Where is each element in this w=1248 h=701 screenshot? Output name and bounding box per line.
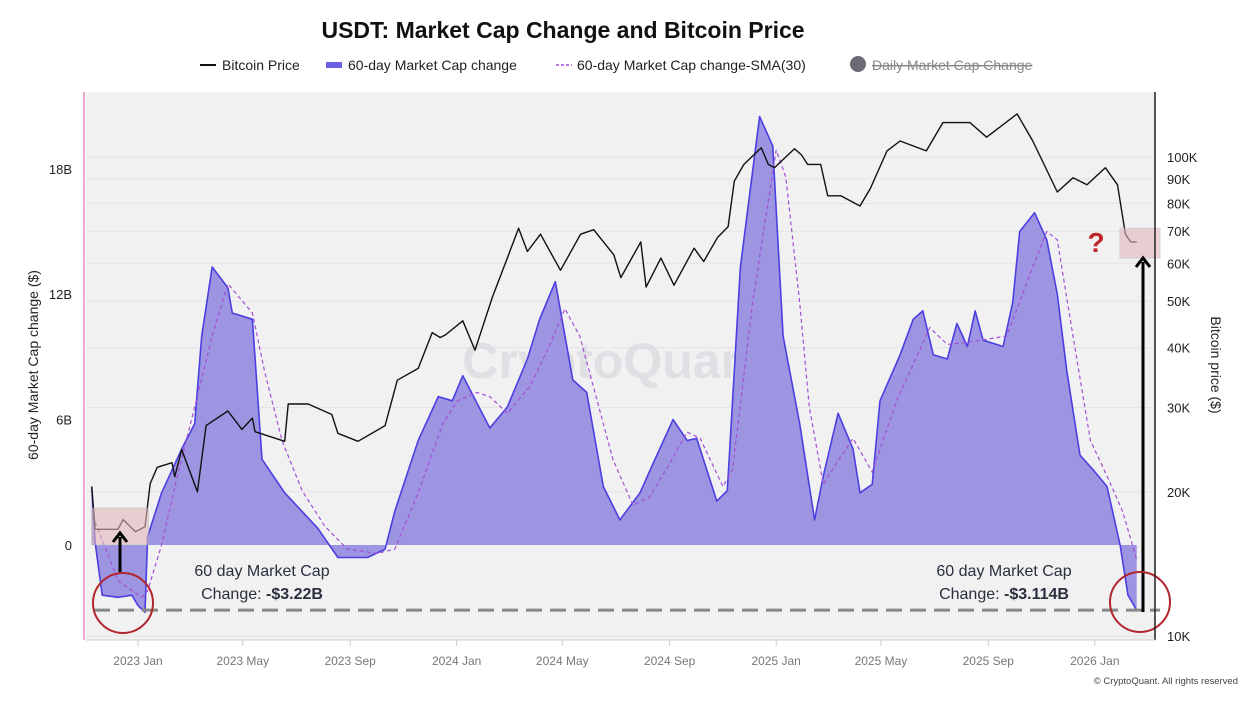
annotation-line2: Change: -$3.22B xyxy=(201,586,323,603)
annotation-prefix: Change: xyxy=(201,586,266,603)
right-tick-label: 100K xyxy=(1167,150,1198,165)
annotation-line1: 60 day Market Cap xyxy=(936,563,1071,580)
legend-label: 60-day Market Cap change xyxy=(348,57,517,73)
bitcoin-price-line xyxy=(91,113,1137,533)
highlight-circle-left xyxy=(92,572,154,634)
annotation-prefix: Change: xyxy=(939,586,1004,603)
x-tick-label: 2023 Jan xyxy=(113,654,162,668)
market-cap-change-area xyxy=(91,116,1137,613)
annotation-line2: Change: -$3.114B xyxy=(939,586,1069,603)
footer-copyright: © CryptoQuant. All rights reserved xyxy=(1094,676,1238,687)
legend-label: Bitcoin Price xyxy=(222,57,300,73)
legend-swatch-area xyxy=(326,62,342,68)
legend: Bitcoin Price 60-day Market Cap change 6… xyxy=(200,56,1033,73)
legend-item-sma[interactable]: 60-day Market Cap change-SMA(30) xyxy=(556,57,806,73)
arrow-right xyxy=(1134,255,1152,612)
x-axis-ticks: 2023 Jan 2023 May 2023 Sep 2024 Jan 2024 May… xyxy=(113,640,1120,668)
x-tick-label: 2023 May xyxy=(216,654,269,668)
annotation-value: -$3.114B xyxy=(1004,586,1069,603)
legend-label: 60-day Market Cap change-SMA(30) xyxy=(577,57,806,73)
series-layer xyxy=(90,113,1138,614)
arrow-head xyxy=(111,530,129,543)
right-tick-label: 10K xyxy=(1167,629,1190,644)
chart-title: USDT: Market Cap Change and Bitcoin Pric… xyxy=(321,17,804,43)
right-tick-label: 50K xyxy=(1167,294,1190,309)
x-tick-label: 2025 Sep xyxy=(963,654,1015,668)
sma-line xyxy=(94,149,1138,599)
annotation-value: -$3.22B xyxy=(266,586,323,603)
right-tick-label: 60K xyxy=(1167,256,1190,271)
x-tick-label: 2025 May xyxy=(855,654,908,668)
annotation-line1: 60 day Market Cap xyxy=(194,563,329,580)
legend-item-bitcoin-price[interactable]: Bitcoin Price xyxy=(200,57,300,73)
x-tick-label: 2024 Sep xyxy=(644,654,696,668)
left-tick-label: 0 xyxy=(65,538,72,553)
annotation-right: 60 day Market Cap Change: -$3.114B xyxy=(936,563,1071,603)
right-axis-title: Bitcoin price ($) xyxy=(1208,316,1224,413)
question-mark: ? xyxy=(1087,227,1104,258)
legend-item-market-cap-change[interactable]: 60-day Market Cap change xyxy=(326,57,517,73)
x-tick-label: 2024 May xyxy=(536,654,589,668)
legend-item-daily-change-hidden[interactable]: Daily Market Cap Change xyxy=(850,56,1033,73)
legend-swatch-dot xyxy=(850,56,866,72)
legend-label: Daily Market Cap Change xyxy=(872,57,1033,73)
right-tick-label: 20K xyxy=(1167,485,1190,500)
price-highlight-box-right xyxy=(1119,227,1161,259)
x-tick-label: 2023 Sep xyxy=(324,654,376,668)
arrow-left xyxy=(111,530,129,572)
highlight-circle-right xyxy=(1109,571,1171,633)
right-tick-label: 90K xyxy=(1167,172,1190,187)
left-axis-ticks: 18B 12B 6B 0 xyxy=(49,162,72,553)
left-tick-label: 18B xyxy=(49,162,72,177)
watermark: CryptoQuant xyxy=(462,333,768,389)
annotation-left: 60 day Market Cap Change: -$3.22B xyxy=(194,563,329,603)
right-tick-label: 40K xyxy=(1167,341,1190,356)
x-tick-label: 2026 Jan xyxy=(1070,654,1119,668)
x-tick-label: 2024 Jan xyxy=(432,654,481,668)
left-axis-title: 60-day Market Cap change ($) xyxy=(25,270,41,460)
left-tick-label: 12B xyxy=(49,287,72,302)
arrow-head xyxy=(1134,255,1152,268)
market-cap-change-line xyxy=(90,115,1138,614)
right-tick-label: 30K xyxy=(1167,400,1190,415)
right-tick-label: 80K xyxy=(1167,196,1190,211)
right-tick-label: 70K xyxy=(1167,224,1190,239)
left-tick-label: 6B xyxy=(56,413,72,428)
x-tick-label: 2025 Jan xyxy=(751,654,800,668)
right-axis-ticks: 100K 90K 80K 70K 60K 50K 40K 30K 20K 10K xyxy=(1167,150,1198,644)
